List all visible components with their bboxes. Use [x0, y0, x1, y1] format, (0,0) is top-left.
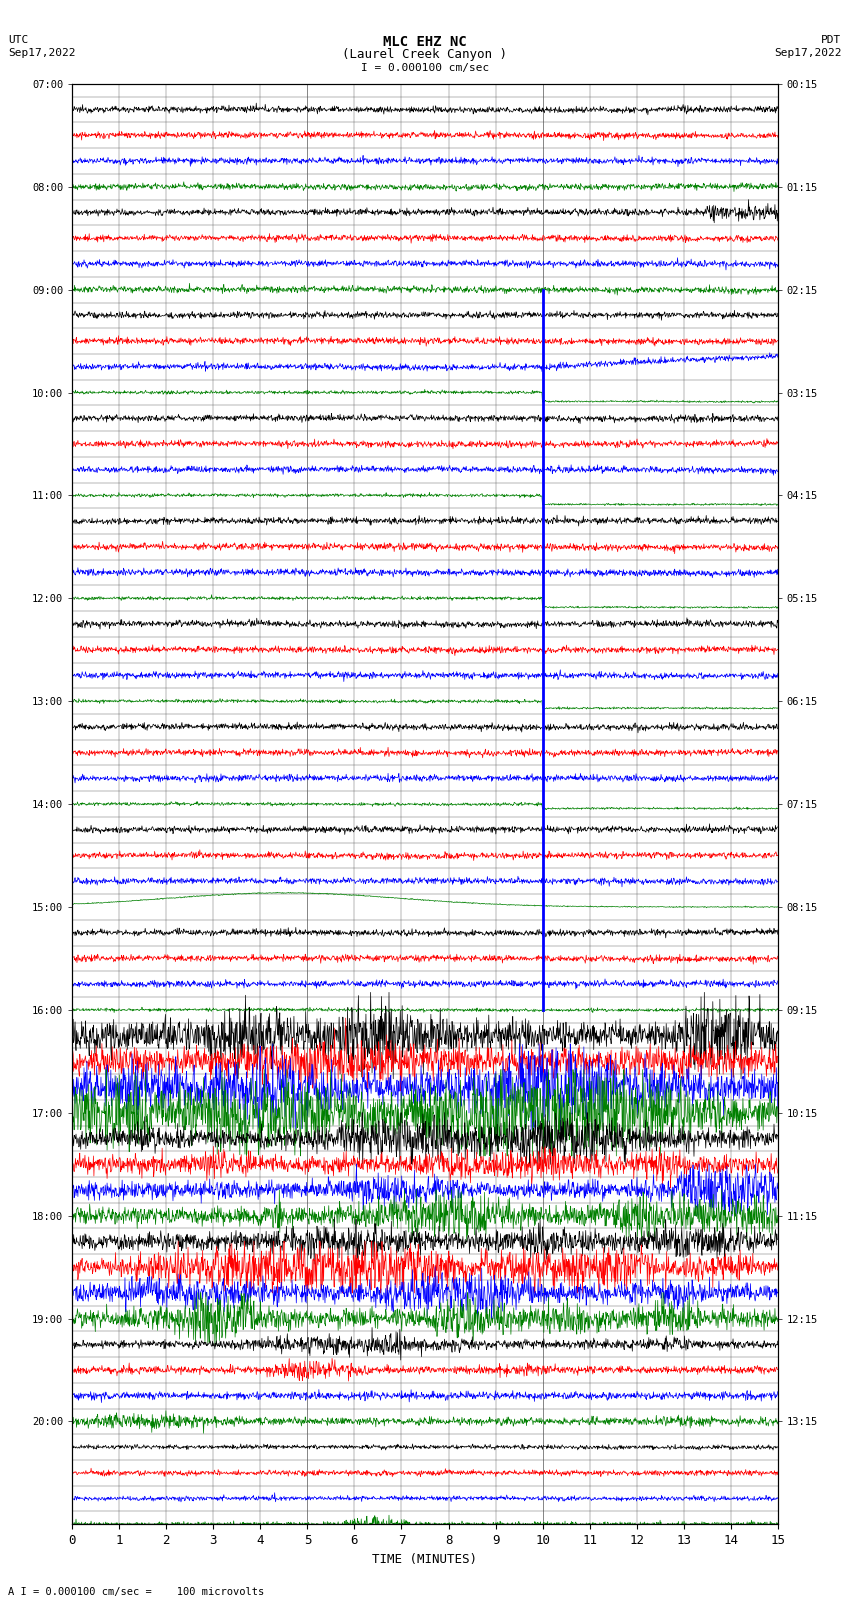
Text: Sep17,2022: Sep17,2022: [774, 48, 842, 58]
Text: I = 0.000100 cm/sec: I = 0.000100 cm/sec: [361, 63, 489, 73]
Text: MLC EHZ NC: MLC EHZ NC: [383, 35, 467, 50]
Text: A I = 0.000100 cm/sec =    100 microvolts: A I = 0.000100 cm/sec = 100 microvolts: [8, 1587, 264, 1597]
Text: (Laurel Creek Canyon ): (Laurel Creek Canyon ): [343, 48, 507, 61]
Text: Sep17,2022: Sep17,2022: [8, 48, 76, 58]
Text: PDT: PDT: [821, 35, 842, 45]
X-axis label: TIME (MINUTES): TIME (MINUTES): [372, 1553, 478, 1566]
Text: UTC: UTC: [8, 35, 29, 45]
